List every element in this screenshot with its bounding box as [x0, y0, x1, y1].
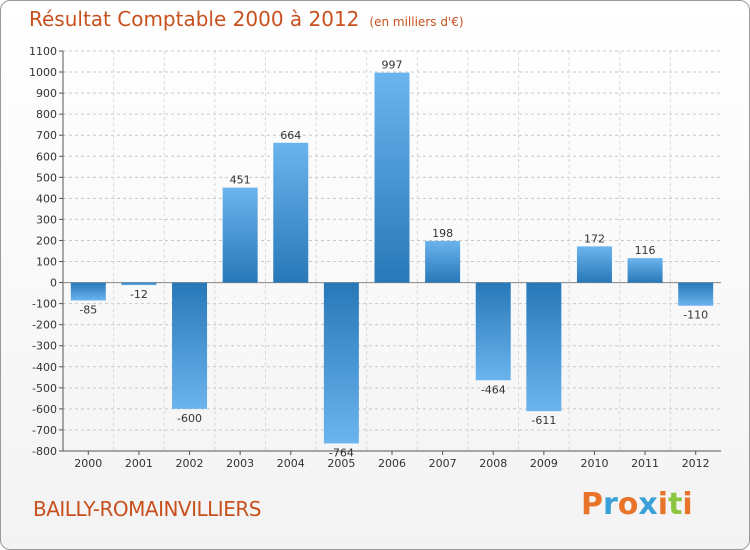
x-tick-label: 2005	[327, 457, 355, 470]
data-label: 997	[382, 59, 403, 72]
data-label: 451	[230, 174, 251, 187]
x-tick-label: 2006	[378, 457, 406, 470]
logo-letter: r	[603, 487, 618, 522]
y-tick-label: 0	[50, 277, 57, 290]
x-tick-label: 2012	[682, 457, 710, 470]
y-tick-label: 600	[36, 150, 57, 163]
y-tick-label: 1100	[29, 45, 57, 58]
y-tick-label: 900	[36, 87, 57, 100]
y-tick-label: 300	[36, 213, 57, 226]
bar-2009	[526, 282, 562, 412]
bar-2001	[121, 282, 157, 286]
y-tick-label: 700	[36, 129, 57, 142]
data-label: -464	[481, 383, 506, 396]
x-tick-label: 2000	[74, 457, 102, 470]
y-tick-label: 200	[36, 234, 57, 247]
y-tick-label: -200	[32, 319, 57, 332]
bar-2004	[273, 142, 309, 283]
data-label: 198	[432, 227, 453, 240]
x-tick-label: 2009	[530, 457, 558, 470]
y-tick-label: -700	[32, 424, 57, 437]
bar-2006	[374, 72, 410, 283]
y-tick-label: 1000	[29, 66, 57, 79]
bar-2005	[323, 282, 359, 444]
data-label: -12	[130, 288, 148, 301]
y-tick-label: 800	[36, 108, 57, 121]
chart-subtitle: (en milliers d'€)	[369, 15, 464, 29]
x-tick-label: 2002	[176, 457, 204, 470]
bar-2011	[627, 258, 663, 283]
y-tick-label: 500	[36, 171, 57, 184]
y-tick-label: -100	[32, 298, 57, 311]
x-tick-label: 2010	[580, 457, 608, 470]
y-tick-label: -600	[32, 403, 57, 416]
data-label: -600	[177, 412, 202, 425]
bar-2000	[70, 282, 106, 301]
logo-letter: t	[668, 487, 683, 522]
title-text: Résultat Comptable 2000 à 2012	[29, 7, 360, 31]
logo-letter: i	[682, 487, 693, 522]
bar-2010	[576, 246, 612, 283]
bar-2003	[222, 187, 258, 283]
data-label: -611	[531, 414, 556, 427]
x-tick-label: 2003	[226, 457, 254, 470]
data-label: 664	[280, 129, 301, 142]
bar-2007	[425, 240, 461, 283]
logo-letter: P	[581, 487, 603, 522]
logo-letter: o	[617, 487, 639, 522]
proxiti-logo: Proxiti	[581, 487, 693, 522]
data-label: -85	[79, 303, 97, 316]
bar-2002	[172, 282, 208, 409]
y-tick-label: 100	[36, 256, 57, 269]
x-tick-label: 2007	[429, 457, 457, 470]
data-label: 172	[584, 232, 605, 245]
y-tick-label: -500	[32, 382, 57, 395]
data-label: -764	[329, 446, 354, 459]
x-tick-label: 2011	[631, 457, 659, 470]
y-tick-label: 400	[36, 192, 57, 205]
y-tick-label: -400	[32, 361, 57, 374]
x-tick-label: 2004	[277, 457, 305, 470]
chart-title: Résultat Comptable 2000 à 2012 (en millie…	[29, 7, 464, 31]
place-name: BAILLY-ROMAINVILLIERS	[33, 497, 261, 521]
y-tick-label: -800	[32, 445, 57, 458]
x-tick-label: 2001	[125, 457, 153, 470]
bar-2008	[475, 282, 511, 381]
bars	[70, 72, 714, 444]
y-tick-label: -300	[32, 340, 57, 353]
x-tick-label: 2008	[479, 457, 507, 470]
data-label: 116	[635, 244, 656, 257]
axes: 110010009008007006005004003002001000-100…	[29, 45, 721, 470]
logo-letter: x	[638, 487, 658, 522]
data-labels: -85 -12 -600 451 664 -764 997 198 -464 -611 172 116…	[79, 59, 708, 460]
bar-2012	[678, 282, 714, 306]
logo-letter: i	[657, 487, 669, 522]
data-label: -110	[683, 309, 708, 322]
